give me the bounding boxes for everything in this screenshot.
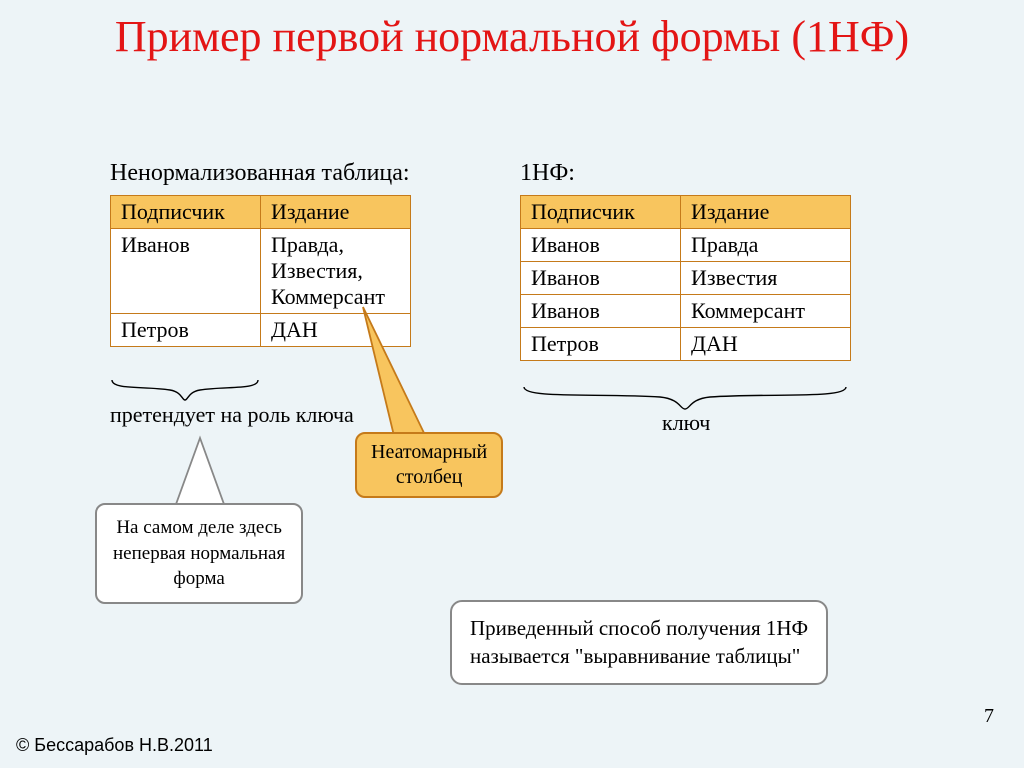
table-cell: Известия xyxy=(681,262,851,295)
table-row: ИвановИзвестия xyxy=(521,262,851,295)
table-row: ПетровДАН xyxy=(521,328,851,361)
table-cell: Петров xyxy=(111,314,261,347)
table-cell: Коммерсант xyxy=(681,295,851,328)
table-cell: Иванов xyxy=(521,229,681,262)
left-brace-label: претендует на роль ключа xyxy=(110,402,354,428)
table-cell: ДАН xyxy=(681,328,851,361)
table-cell: Правда,Известия,Коммерсант xyxy=(261,229,411,314)
nonfirst-callout: На самом деле здесьнепервая нормальнаяфо… xyxy=(95,503,303,604)
normalized-table: ПодписчикИздание ИвановПравдаИвановИзвес… xyxy=(520,195,851,361)
right-table-label: 1НФ: xyxy=(520,160,575,187)
method-callout: Приведенный способ получения 1НФназывает… xyxy=(450,600,828,685)
table-cell: Иванов xyxy=(521,295,681,328)
table-header: Издание xyxy=(261,196,411,229)
page-number: 7 xyxy=(984,705,994,728)
table-header: Издание xyxy=(681,196,851,229)
table-cell: Правда xyxy=(681,229,851,262)
slide-title: Пример первой нормальной формы (1НФ) xyxy=(0,0,1024,63)
right-brace-label: ключ xyxy=(662,410,710,436)
left-brace-icon xyxy=(110,378,260,404)
right-brace-icon xyxy=(520,385,850,413)
table-cell: Петров xyxy=(521,328,681,361)
table-row: ИвановПравда xyxy=(521,229,851,262)
table-cell: Иванов xyxy=(111,229,261,314)
table-row: ИвановКоммерсант xyxy=(521,295,851,328)
table-header: Подписчик xyxy=(521,196,681,229)
table-header: Подписчик xyxy=(111,196,261,229)
copyright-text: © Бессарабов Н.В.2011 xyxy=(16,735,213,756)
left-table-label: Ненормализованная таблица: xyxy=(110,160,410,187)
table-cell: Иванов xyxy=(521,262,681,295)
nonatomic-callout: Неатомарныйстолбец xyxy=(355,432,503,498)
table-row: ИвановПравда,Известия,Коммерсант xyxy=(111,229,411,314)
